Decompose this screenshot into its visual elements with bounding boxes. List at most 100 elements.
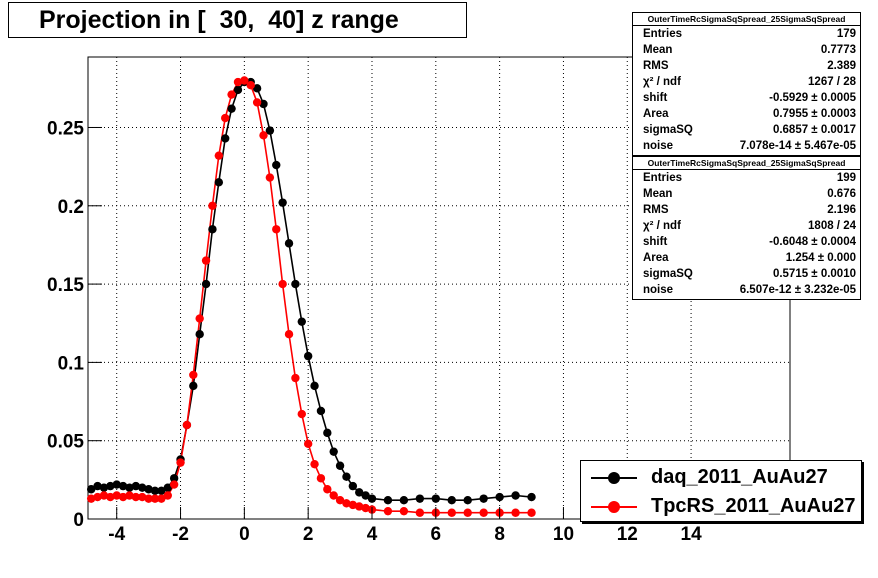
data-point: [246, 80, 255, 90]
data-point: [112, 491, 121, 500]
data-point: [125, 491, 134, 500]
data-point: [511, 508, 520, 517]
data-points: [86, 76, 536, 517]
stats-row: noise 6.507e-12 ± 3.232e-05: [643, 284, 856, 296]
data-point: [383, 496, 393, 505]
data-point: [112, 480, 121, 489]
fit-curves: [90, 79, 532, 514]
stats-row: Entries 199: [643, 172, 856, 184]
legend-entry-daq: daq_2011_AuAu27: [581, 464, 861, 492]
data-point: [284, 330, 294, 339]
data-point: [169, 480, 179, 489]
data-point: [106, 492, 115, 502]
data-point: [335, 461, 345, 470]
data-point: [252, 84, 262, 93]
data-point: [86, 494, 96, 503]
data-point: [265, 173, 275, 182]
data-point: [131, 492, 141, 502]
data-point: [118, 481, 128, 491]
data-point: [201, 256, 211, 265]
data-point: [125, 483, 134, 492]
data-point: [259, 131, 268, 140]
data-point: [252, 98, 262, 107]
y-tick-label: 0.25: [47, 118, 84, 139]
axis-ticks: [88, 126, 692, 520]
x-tick-label: -4: [108, 524, 125, 545]
data-point: [447, 496, 456, 505]
data-point: [131, 481, 141, 491]
data-point: [227, 90, 236, 99]
axis-tick-labels: -4 -2 0 2 4 6 8 10 12 14 0 0.05 0.1 0.15 0.2 0.25: [47, 118, 702, 545]
data-point: [106, 481, 115, 491]
data-point: [303, 439, 313, 449]
data-point: [169, 474, 179, 483]
x-tick-label: 12: [617, 524, 638, 545]
data-point: [447, 508, 456, 517]
stats-row: χ² / ndf 1267 / 28: [643, 76, 856, 88]
data-point: [208, 225, 217, 234]
data-point: [415, 494, 425, 503]
stats-row: sigmaSQ 0.6857 ± 0.0017: [643, 124, 856, 136]
y-tick-label: 0.2: [58, 197, 84, 218]
data-point: [310, 459, 319, 469]
y-tick-label: 0.1: [58, 353, 85, 374]
data-point: [323, 428, 332, 438]
data-point: [150, 494, 160, 503]
data-point: [297, 317, 306, 326]
data-point: [303, 351, 313, 361]
data-point: [399, 496, 409, 505]
data-point: [310, 381, 319, 391]
stats-row: Entries 179: [643, 28, 856, 40]
stats-row: Area 0.7955 ± 0.0003: [643, 108, 856, 120]
stats-header: OuterTimeRcSigmaSqSpread_25SigmaSqSpread: [633, 13, 860, 26]
stats-row: shift -0.6048 ± 0.0004: [643, 236, 856, 248]
data-point: [233, 77, 243, 87]
y-tick-label: 0: [73, 510, 84, 531]
data-point: [479, 508, 488, 517]
x-tick-label: 2: [303, 524, 314, 545]
legend-label: TpcRS_2011_AuAu27: [651, 495, 856, 517]
data-point: [214, 151, 224, 160]
data-point: [367, 494, 377, 503]
data-point: [361, 491, 370, 500]
data-point: [291, 279, 300, 289]
stats-row: RMS 2.389: [643, 60, 856, 72]
data-point: [463, 496, 472, 505]
data-point: [348, 481, 358, 491]
data-point: [214, 178, 224, 187]
data-point: [272, 160, 281, 170]
data-point: [138, 483, 147, 492]
stats-row: sigmaSQ 0.5715 ± 0.0010: [643, 268, 856, 280]
data-point: [316, 474, 326, 483]
data-point: [259, 99, 268, 109]
data-point: [415, 508, 425, 517]
data-point: [233, 85, 243, 95]
data-point: [265, 126, 275, 135]
stats-row: χ² / ndf 1808 / 24: [643, 220, 856, 232]
data-point: [297, 409, 306, 419]
data-point: [291, 373, 300, 383]
data-point: [227, 104, 236, 113]
y-tick-label: 0.05: [47, 432, 84, 453]
stats-box-daq: OuterTimeRcSigmaSqSpread_25SigmaSqSpread…: [632, 12, 861, 156]
x-tick-label: 14: [681, 524, 703, 545]
data-point: [399, 506, 409, 516]
series-line: [90, 81, 532, 501]
data-point: [93, 481, 102, 491]
data-point: [329, 447, 338, 456]
stats-row: noise 7.078e-14 ± 5.467e-05: [643, 140, 856, 152]
x-tick-label: 4: [367, 524, 378, 545]
data-point: [86, 485, 96, 494]
data-point: [99, 491, 109, 500]
data-point: [278, 198, 287, 207]
data-point: [323, 485, 332, 494]
x-tick-label: 6: [431, 524, 442, 545]
data-point: [150, 486, 160, 496]
stats-row: Area 1.254 ± 0.000: [643, 252, 856, 264]
data-point: [479, 494, 488, 503]
data-point: [163, 491, 172, 500]
y-tick-label: 0.15: [47, 275, 84, 296]
data-point: [240, 76, 249, 85]
data-point: [176, 458, 185, 467]
data-point: [163, 483, 172, 492]
